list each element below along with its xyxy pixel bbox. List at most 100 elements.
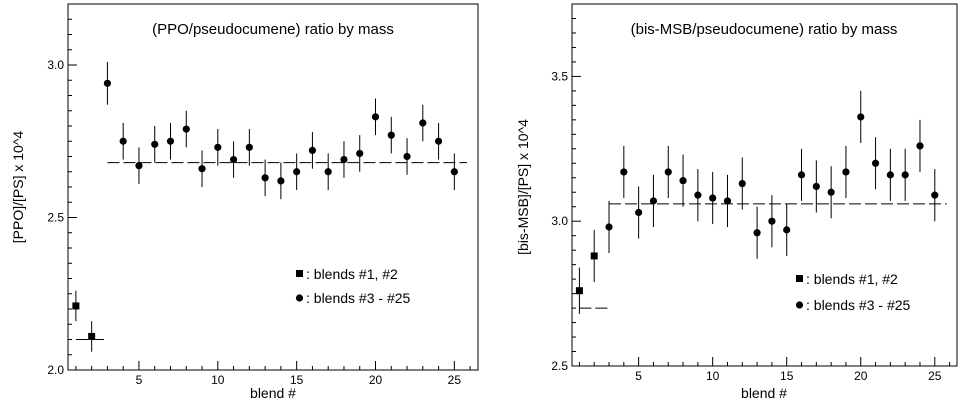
- y-axis-label: [bis-MSB]/[PS] x 10^4: [515, 119, 531, 255]
- circle-marker: [812, 182, 820, 191]
- circle-marker: [103, 79, 112, 87]
- circle-marker: [916, 142, 924, 150]
- circle-marker: [797, 171, 806, 179]
- tick-layer: 5 10 15 20 25 2.5 3.0 3.5: [551, 3, 951, 383]
- data-point-blend-7: [166, 122, 175, 160]
- x-axis-label: blend #: [741, 385, 787, 401]
- x-tick-label: 5: [635, 369, 642, 383]
- plot-frame: [571, 3, 958, 367]
- circle-marker: [605, 223, 613, 231]
- data-point-blend-12: [738, 157, 746, 210]
- data-point-blend-3: [605, 200, 613, 254]
- data-point-blend-5: [135, 147, 143, 184]
- data-point-blend-19: [842, 145, 850, 199]
- data-point-blend-25: [450, 153, 458, 191]
- circle-marker: [434, 137, 443, 145]
- data-point-blend-14: [277, 162, 285, 200]
- x-tick-label: 5: [136, 373, 143, 387]
- circle-marker: [679, 177, 687, 185]
- circle-marker: [783, 226, 791, 234]
- panel-bis-msb: (bis-MSB/pseudocumene) ratio by mass ble…: [515, 3, 958, 401]
- circle-marker: [403, 152, 411, 161]
- data-point-blend-16: [797, 148, 806, 201]
- square-marker: [72, 302, 80, 310]
- circle-marker: [649, 197, 658, 205]
- circle-marker: [419, 119, 427, 127]
- data-point-blend-11: [229, 141, 238, 178]
- x-tick-label: 25: [448, 373, 462, 387]
- data-point-blend-9: [198, 150, 206, 187]
- legend-square-marker: [796, 275, 803, 282]
- legend-square-marker: [296, 270, 303, 277]
- data-point-blend-14: [768, 195, 776, 248]
- data-point-blend-23: [419, 104, 427, 142]
- legend-entry-blends-3-25: : blends #3 - #25: [306, 290, 411, 306]
- data-mark-layer: [72, 61, 458, 352]
- circle-marker: [931, 191, 939, 199]
- data-point-blend-12: [245, 129, 253, 166]
- data-point-blend-10: [709, 171, 717, 225]
- data-point-blend-17: [324, 153, 332, 191]
- circle-marker: [753, 229, 761, 237]
- circle-marker: [768, 217, 776, 225]
- data-point-blend-8: [679, 154, 687, 207]
- panel-ppo: (PPO/pseudocumene) ratio by mass blend #…: [10, 3, 479, 401]
- legend: : blends #1, #2 : blends #3 - #25: [295, 266, 411, 306]
- data-mark-layer: [575, 90, 939, 314]
- mean-line-layer: [75, 162, 467, 340]
- data-point-blend-19: [356, 135, 364, 172]
- data-point-blend-24: [434, 122, 443, 160]
- circle-marker: [166, 137, 175, 145]
- circle-marker: [135, 162, 143, 170]
- data-point-blend-2: [88, 321, 96, 352]
- circle-marker: [842, 168, 850, 176]
- circle-marker: [293, 168, 301, 176]
- square-marker: [590, 252, 598, 260]
- data-point-blend-17: [812, 160, 820, 213]
- data-point-blend-21: [387, 116, 395, 154]
- y-tick-label: 3.0: [551, 214, 568, 228]
- data-point-blend-8: [182, 110, 190, 148]
- circle-marker: [308, 146, 317, 154]
- x-tick-label: 15: [290, 373, 304, 387]
- data-point-blend-11: [723, 174, 732, 227]
- square-marker: [88, 332, 96, 340]
- data-point-blend-20: [371, 98, 380, 136]
- circle-marker: [387, 131, 395, 139]
- circle-marker: [827, 188, 835, 196]
- data-point-blend-13: [261, 159, 269, 197]
- legend-circle-marker: [295, 294, 304, 302]
- circle-marker: [723, 197, 732, 205]
- data-point-blend-20: [857, 90, 865, 144]
- data-point-blend-4: [119, 122, 127, 160]
- data-point-blend-10: [214, 129, 222, 166]
- x-tick-label: 10: [211, 373, 225, 387]
- circle-marker: [261, 174, 269, 182]
- y-tick-label: 2.0: [47, 363, 64, 377]
- x-axis-label: blend #: [250, 385, 296, 401]
- circle-marker: [635, 208, 643, 217]
- x-tick-label: 10: [706, 369, 720, 383]
- circle-marker: [857, 113, 865, 121]
- circle-marker: [356, 149, 364, 158]
- circle-marker: [340, 155, 348, 164]
- circle-marker: [229, 155, 238, 164]
- circle-marker: [738, 179, 746, 188]
- data-point-blend-22: [886, 148, 894, 201]
- y-tick-label: 2.5: [551, 359, 568, 373]
- circle-marker: [450, 168, 458, 176]
- circle-marker: [901, 171, 909, 179]
- x-tick-label: 15: [780, 369, 794, 383]
- circle-marker: [886, 171, 894, 179]
- data-point-blend-6: [151, 126, 159, 163]
- circle-marker: [664, 168, 672, 176]
- x-tick-label: 20: [369, 373, 383, 387]
- circle-marker: [182, 125, 190, 133]
- data-point-blend-9: [694, 169, 702, 222]
- x-tick-label: 20: [854, 369, 868, 383]
- circle-marker: [245, 143, 253, 151]
- y-tick-label: 3.0: [47, 58, 64, 72]
- circle-marker: [119, 137, 127, 145]
- circle-marker: [324, 168, 332, 176]
